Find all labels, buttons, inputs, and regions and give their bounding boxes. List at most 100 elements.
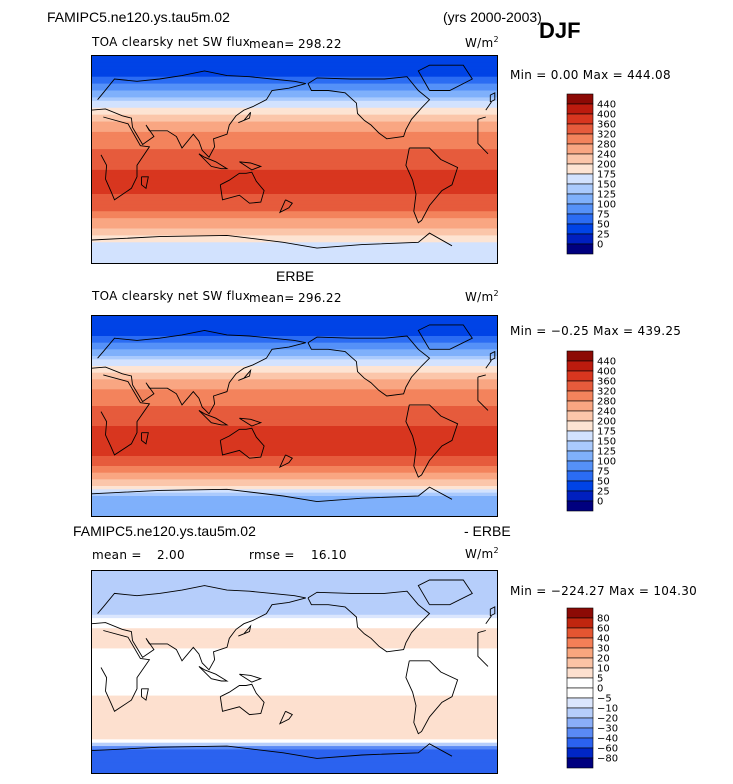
field-band (92, 725, 497, 730)
field-band (92, 419, 497, 424)
field-band (92, 125, 497, 130)
field-band (92, 382, 497, 387)
colorbar-box (566, 173, 594, 185)
field-band (92, 709, 497, 713)
coastline (489, 350, 496, 361)
colorbar-box (566, 380, 594, 392)
field-band (92, 402, 497, 407)
field-band (92, 648, 497, 653)
colorbar-tick-label: 0 (597, 497, 603, 508)
coastline (278, 710, 293, 725)
colorbar-box (566, 460, 594, 472)
field-band (92, 322, 497, 327)
field-band (92, 399, 497, 404)
panel1-mean-label: mean= (249, 37, 295, 51)
colorbar-box (566, 223, 594, 235)
field-band (92, 207, 497, 212)
field-band (92, 107, 497, 112)
field-band (92, 439, 497, 444)
field-band (92, 462, 497, 467)
field-band (92, 180, 497, 185)
field-band (92, 379, 497, 384)
field-band (92, 756, 497, 761)
colorbar-tick-label: 25 (597, 230, 610, 241)
colorbar-tick-label: 60 (597, 624, 610, 635)
field-band (92, 366, 497, 370)
field-band (92, 376, 497, 380)
field-band (92, 356, 497, 360)
field-band (92, 442, 497, 447)
field-band (92, 249, 497, 254)
colorbar-tick-label: 80 (597, 614, 610, 625)
field-band (92, 482, 497, 487)
colorbar-tick-label: 320 (597, 130, 616, 141)
field-band (92, 469, 497, 474)
field-band (92, 197, 497, 202)
field-band (92, 221, 497, 226)
coastlines (92, 324, 496, 503)
coastline (239, 673, 263, 683)
field-band (92, 396, 497, 400)
field-band (92, 194, 497, 199)
colorbar-box (566, 410, 594, 422)
field-band (92, 712, 497, 717)
field-band (92, 456, 497, 460)
field-band (92, 762, 497, 767)
panel1-colorbar: 440 400 360 320 280 240 200 175 150 125 100 75 50 25 0 (566, 93, 626, 263)
colorbar-box (566, 103, 594, 115)
field-band (92, 225, 497, 230)
field-band (92, 339, 497, 344)
field-band (92, 183, 497, 188)
panel3-mean-label: mean = (92, 548, 142, 562)
field-band (92, 608, 497, 612)
field-band (92, 678, 497, 683)
field-band (92, 359, 497, 364)
field-band (92, 645, 497, 650)
field-band (92, 628, 497, 633)
colorbar-tick-label: 0 (597, 240, 603, 251)
field-band (92, 502, 497, 507)
field-bands (92, 571, 497, 773)
field-band (92, 591, 497, 596)
field-band (92, 349, 497, 354)
field-band (92, 372, 497, 377)
field-band (92, 577, 497, 582)
field-band (92, 228, 497, 233)
colorbar-tick-label: 440 (597, 357, 616, 368)
panel3-mean-value: 2.00 (157, 548, 185, 562)
field-band (92, 655, 497, 660)
coastline (92, 743, 453, 759)
colorbar-box (566, 717, 594, 729)
colorbar-box (566, 647, 594, 659)
colorbar-tick-label: 40 (597, 634, 610, 645)
field-band (92, 631, 497, 636)
coastline (100, 116, 489, 201)
coastlines (92, 64, 496, 249)
colorbar-tick-label: 50 (597, 477, 610, 488)
coastline (141, 432, 149, 445)
field-band (92, 100, 497, 105)
colorbar-box (566, 360, 594, 372)
colorbar-box (566, 480, 594, 492)
panel3-suffix: - ERBE (464, 523, 511, 539)
field-band (92, 176, 497, 181)
field-band (92, 128, 497, 133)
coastline (92, 232, 453, 249)
field-band (92, 611, 497, 616)
field-band (92, 705, 497, 710)
field-band (92, 412, 497, 417)
field-band (92, 316, 497, 320)
panel2-map-svg (92, 316, 497, 516)
colorbar-box (566, 500, 594, 512)
coastline (489, 606, 496, 617)
colorbar-box (566, 143, 594, 155)
colorbar-box (566, 667, 594, 679)
coastline (92, 486, 453, 503)
field-band (92, 661, 497, 666)
panel2-heading: ERBE (276, 268, 315, 284)
field-band (92, 581, 497, 586)
field-band (92, 749, 497, 754)
colorbar-tick-label: −30 (597, 724, 618, 735)
coastline (238, 368, 252, 381)
colorbar-box (566, 183, 594, 195)
